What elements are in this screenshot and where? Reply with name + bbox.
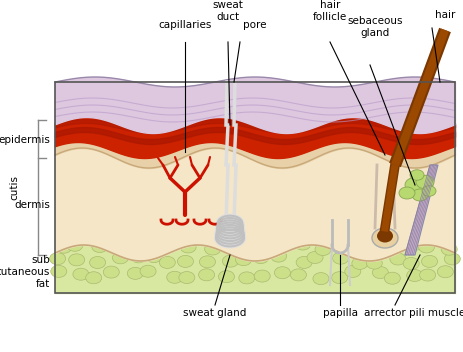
Ellipse shape <box>92 240 108 252</box>
Ellipse shape <box>399 187 415 199</box>
Text: sweat
duct: sweat duct <box>213 0 244 22</box>
Text: sweat gland: sweat gland <box>183 308 247 318</box>
Ellipse shape <box>219 271 234 283</box>
Ellipse shape <box>254 270 270 282</box>
Text: papilla: papilla <box>323 308 357 318</box>
Ellipse shape <box>67 239 83 251</box>
Ellipse shape <box>332 272 348 284</box>
Text: capillaries: capillaries <box>158 20 212 30</box>
Ellipse shape <box>218 239 234 251</box>
Ellipse shape <box>444 253 460 265</box>
Ellipse shape <box>372 266 388 278</box>
Ellipse shape <box>140 265 156 277</box>
Ellipse shape <box>140 244 156 256</box>
Ellipse shape <box>296 256 312 269</box>
Ellipse shape <box>407 270 423 282</box>
Ellipse shape <box>422 186 436 196</box>
Ellipse shape <box>307 251 323 264</box>
Ellipse shape <box>236 254 251 266</box>
Ellipse shape <box>110 241 126 253</box>
Ellipse shape <box>253 252 269 264</box>
Ellipse shape <box>254 244 270 256</box>
Ellipse shape <box>90 257 106 269</box>
Ellipse shape <box>159 257 175 269</box>
Ellipse shape <box>146 251 162 263</box>
Ellipse shape <box>419 269 436 281</box>
Ellipse shape <box>372 228 398 248</box>
Ellipse shape <box>73 268 89 280</box>
Ellipse shape <box>352 257 368 269</box>
Ellipse shape <box>441 243 457 255</box>
Ellipse shape <box>390 253 406 265</box>
Ellipse shape <box>113 252 128 264</box>
Ellipse shape <box>279 239 295 251</box>
Ellipse shape <box>180 241 196 253</box>
Ellipse shape <box>345 265 361 277</box>
Text: pore: pore <box>243 20 267 30</box>
Ellipse shape <box>315 244 331 256</box>
Ellipse shape <box>235 244 251 256</box>
Ellipse shape <box>200 256 215 268</box>
Ellipse shape <box>205 243 221 255</box>
Ellipse shape <box>334 241 350 253</box>
Ellipse shape <box>366 257 382 269</box>
Ellipse shape <box>56 241 72 253</box>
Ellipse shape <box>275 267 290 279</box>
Ellipse shape <box>51 265 67 277</box>
Ellipse shape <box>377 230 393 243</box>
Ellipse shape <box>313 273 329 285</box>
Text: dermis: dermis <box>14 200 50 210</box>
Ellipse shape <box>352 238 368 250</box>
Ellipse shape <box>408 238 424 250</box>
Ellipse shape <box>270 250 287 262</box>
Ellipse shape <box>103 266 119 278</box>
Polygon shape <box>405 165 438 255</box>
Ellipse shape <box>86 272 102 284</box>
Ellipse shape <box>366 244 382 256</box>
Ellipse shape <box>222 255 238 267</box>
Ellipse shape <box>127 267 143 279</box>
Ellipse shape <box>419 241 434 253</box>
Text: epidermis: epidermis <box>0 135 50 145</box>
Ellipse shape <box>167 271 183 283</box>
Bar <box>55 82 455 293</box>
Ellipse shape <box>199 269 215 281</box>
Ellipse shape <box>179 271 195 283</box>
Ellipse shape <box>403 258 419 270</box>
Text: arrector pili muscle: arrector pili muscle <box>364 308 463 318</box>
Ellipse shape <box>416 175 434 189</box>
Ellipse shape <box>290 269 307 281</box>
Ellipse shape <box>159 240 175 252</box>
Text: sub
cutaneous
fat: sub cutaneous fat <box>0 256 50 289</box>
Ellipse shape <box>405 177 425 193</box>
Text: sebaceous
gland: sebaceous gland <box>347 17 403 38</box>
Text: cutis: cutis <box>9 176 19 201</box>
Text: hair
follicle: hair follicle <box>313 0 347 22</box>
Ellipse shape <box>295 238 311 250</box>
Ellipse shape <box>384 272 400 284</box>
Ellipse shape <box>50 253 66 265</box>
Ellipse shape <box>332 252 349 264</box>
Ellipse shape <box>438 266 453 278</box>
Ellipse shape <box>131 251 147 263</box>
Ellipse shape <box>410 170 424 180</box>
Text: hair: hair <box>435 10 455 20</box>
Ellipse shape <box>421 256 438 268</box>
Ellipse shape <box>412 189 428 201</box>
Ellipse shape <box>239 272 255 284</box>
Ellipse shape <box>126 241 143 253</box>
Ellipse shape <box>383 241 400 253</box>
Ellipse shape <box>69 254 85 266</box>
Ellipse shape <box>177 256 194 268</box>
